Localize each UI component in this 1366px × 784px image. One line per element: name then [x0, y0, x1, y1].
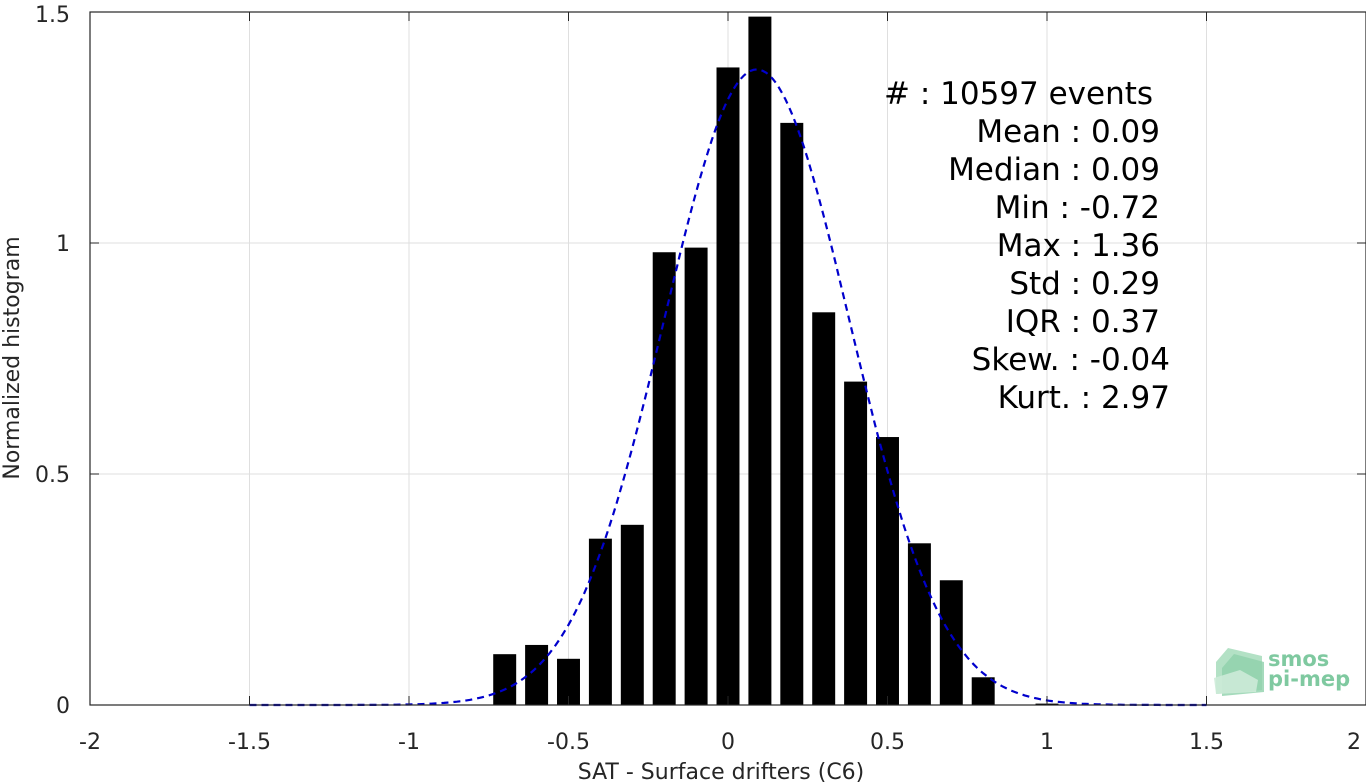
histogram-bar — [493, 654, 517, 705]
histogram-bar — [716, 67, 740, 705]
histogram-bar — [780, 122, 804, 705]
histogram-bar — [812, 312, 836, 705]
stat-kurt: Kurt. : 2.97 — [998, 380, 1170, 416]
y-tick-label: 0 — [56, 694, 70, 719]
stat-iqr: IQR : 0.37 — [1006, 304, 1160, 340]
stat-mean: Mean : 0.09 — [976, 114, 1160, 150]
stat-skew: Skew. : -0.04 — [972, 342, 1170, 378]
x-tick-label: 0 — [721, 730, 735, 755]
histogram-bar — [588, 538, 612, 705]
histogram-bar — [525, 644, 549, 705]
x-tick-label: -2 — [79, 730, 101, 755]
y-tick-label: 1 — [56, 232, 70, 257]
stat-std: Std : 0.29 — [1009, 266, 1160, 302]
stat-events: # : 10597 events — [884, 76, 1153, 112]
histogram-bar — [748, 16, 772, 706]
x-tick-label: -1.5 — [228, 730, 271, 755]
histogram-bar — [557, 658, 580, 705]
histogram-bar — [907, 543, 931, 705]
logo-text-smos: smos — [1268, 647, 1329, 671]
histogram-bar — [876, 437, 899, 705]
stat-median: Median : 0.09 — [948, 152, 1160, 188]
x-axis-label: SAT - Surface drifters (C6) — [578, 760, 865, 784]
x-tick-label: -1 — [398, 730, 420, 755]
stat-min: Min : -0.72 — [995, 190, 1160, 226]
x-tick-label: -0.5 — [547, 730, 590, 755]
y-tick-label: 1.5 — [35, 3, 70, 28]
histogram-bar — [684, 247, 708, 705]
x-tick-label: 1 — [1040, 730, 1054, 755]
x-tick-label: 1.5 — [1189, 730, 1224, 755]
x-tick-label: 0.5 — [870, 730, 905, 755]
x-tick-labels: -2 -1.5 -1 -0.5 0 0.5 1 1.5 2 — [79, 730, 1361, 755]
stat-max: Max : 1.36 — [997, 228, 1160, 264]
histogram-bar — [844, 381, 868, 705]
logo-text-pimep: pi-mep — [1268, 667, 1350, 691]
axis-ticks — [89, 11, 1366, 706]
histogram-bars — [493, 16, 1059, 706]
x-tick-label: 2 — [1347, 730, 1361, 755]
y-tick-labels: 0 0.5 1 1.5 — [35, 3, 70, 719]
logo-wave-icon — [1214, 648, 1264, 696]
histogram-bar — [620, 524, 644, 705]
histogram-bar — [939, 580, 963, 705]
y-tick-label: 0.5 — [35, 463, 70, 488]
smos-pimep-logo: smos pi-mep — [1214, 647, 1350, 696]
histogram-bar — [652, 252, 676, 706]
y-axis-label: Normalized histogram — [0, 236, 25, 479]
statistics-box: # : 10597 events Mean : 0.09 Median : 0.… — [884, 76, 1170, 416]
histogram-bar — [971, 677, 995, 705]
